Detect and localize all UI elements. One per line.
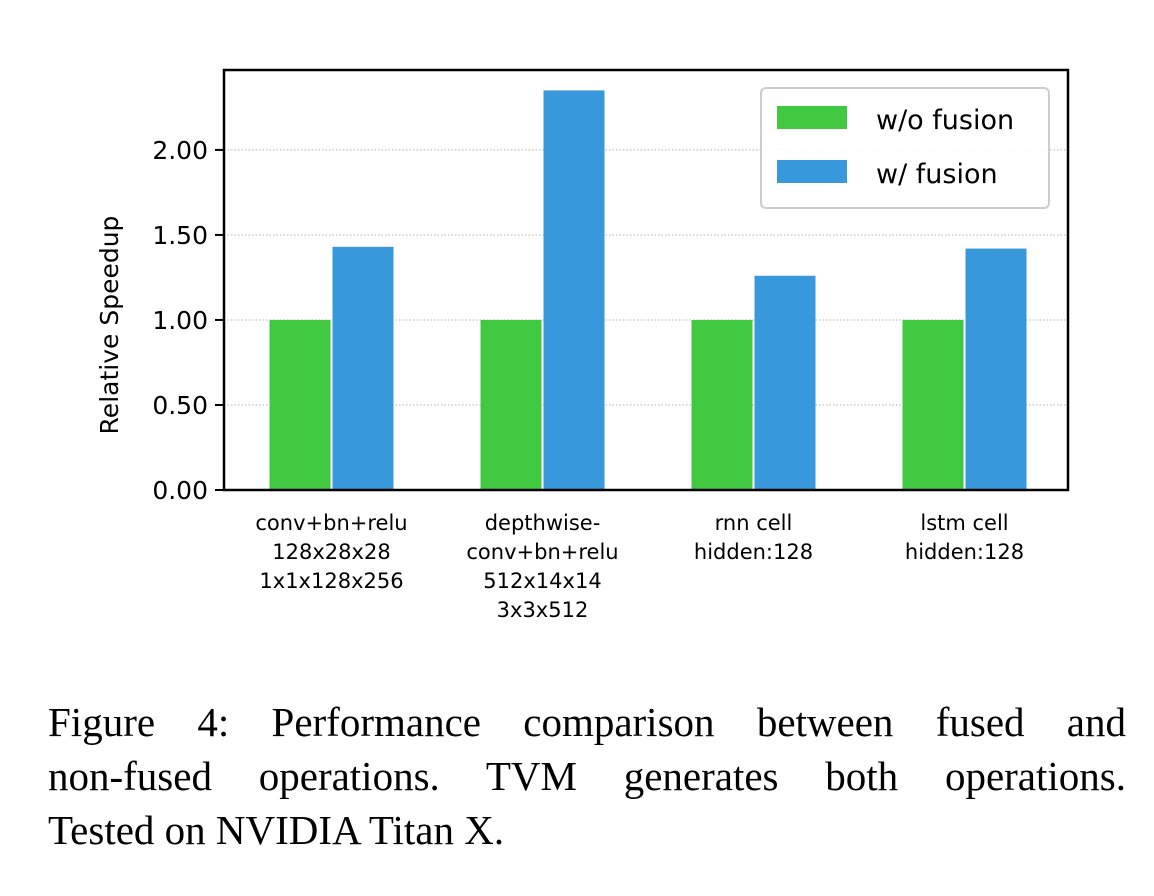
figure-caption: Figure 4: Performance comparison between… bbox=[48, 695, 1126, 857]
axes-frame bbox=[222, 68, 1070, 492]
y-axis-ticks: 0.00 0.50 1.00 1.50 2.00 bbox=[152, 136, 224, 505]
caption-line-3: Tested on NVIDIA Titan X. bbox=[48, 807, 505, 853]
x-category-label-line: 1x1x128x256 bbox=[259, 569, 403, 593]
x-category-label-line: rnn cell bbox=[715, 511, 793, 535]
bar-without-fusion bbox=[480, 319, 542, 490]
bar-without-fusion bbox=[691, 319, 753, 490]
y-axis-label: Relative Speedup bbox=[95, 216, 124, 435]
y-tick-label: 0.00 bbox=[152, 476, 208, 505]
bar-without-fusion bbox=[269, 319, 331, 490]
bar-with-fusion bbox=[332, 246, 394, 490]
legend-label-without-fusion: w/o fusion bbox=[876, 105, 1014, 136]
x-axis-category-labels: conv+bn+relu 128x28x28 1x1x128x256 depthwis… bbox=[255, 511, 1024, 622]
x-category-label-line: 512x14x14 bbox=[483, 569, 601, 593]
legend-swatch-without-fusion bbox=[777, 106, 847, 129]
bar-chart: 0.00 0.50 1.00 1.50 2.00 conv+bn+relu 128x28x… bbox=[95, 68, 1070, 622]
bars bbox=[269, 90, 1027, 491]
x-category-label-line: hidden:128 bbox=[905, 540, 1024, 564]
y-tick-label: 1.00 bbox=[152, 306, 208, 335]
y-tick-label: 1.50 bbox=[152, 221, 208, 250]
x-category-label-line: depthwise- bbox=[485, 511, 601, 535]
x-category-label-line: 3x3x512 bbox=[497, 598, 589, 622]
x-category-label: conv+bn+relu 128x28x28 1x1x128x256 bbox=[255, 511, 407, 593]
bar-with-fusion bbox=[754, 275, 816, 490]
x-category-label: rnn cell hidden:128 bbox=[694, 511, 813, 564]
y-tick-label: 0.50 bbox=[152, 391, 208, 420]
x-category-label-line: conv+bn+relu bbox=[255, 511, 407, 535]
x-category-label: lstm cell hidden:128 bbox=[905, 511, 1024, 564]
x-category-label-line: lstm cell bbox=[920, 511, 1008, 535]
legend: w/o fusion w/ fusion bbox=[760, 87, 1050, 209]
x-category-label: depthwise-conv+bn+relu 512x14x14 3x3x512 bbox=[466, 511, 618, 622]
bar-without-fusion bbox=[902, 319, 964, 490]
caption-line-2: non-fused operations. TVM generates both… bbox=[48, 753, 1126, 799]
caption-line-1: Figure 4: Performance comparison between… bbox=[48, 699, 1126, 745]
legend-label-with-fusion: w/ fusion bbox=[876, 159, 998, 190]
x-category-label-line: 128x28x28 bbox=[272, 540, 390, 564]
bar-with-fusion bbox=[965, 248, 1027, 490]
x-category-label-line: conv+bn+relu bbox=[466, 540, 618, 564]
x-category-label-line: hidden:128 bbox=[694, 540, 813, 564]
bar-with-fusion bbox=[543, 90, 605, 491]
legend-swatch-with-fusion bbox=[777, 160, 847, 183]
y-tick-label: 2.00 bbox=[152, 136, 208, 165]
